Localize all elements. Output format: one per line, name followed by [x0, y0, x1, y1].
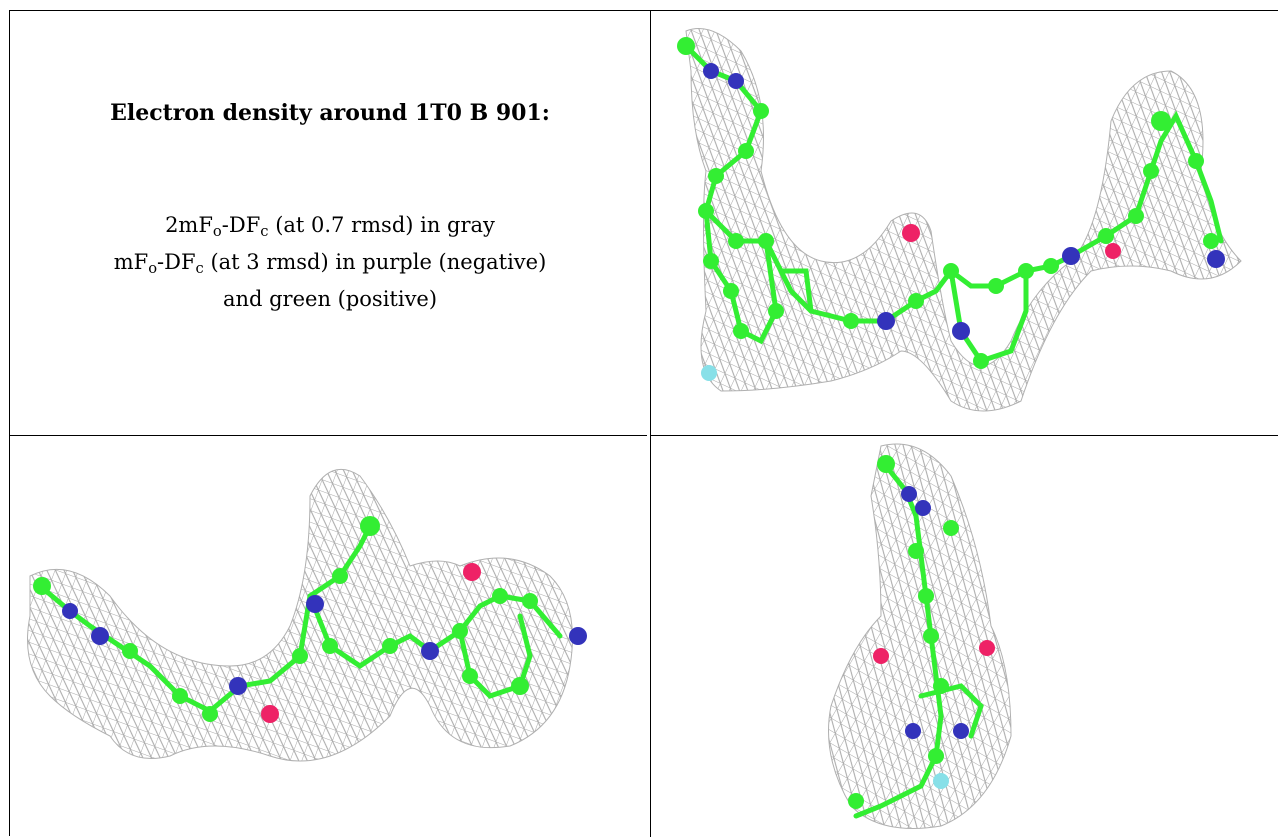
- legend-text: -DF: [221, 213, 261, 237]
- molecule-atoms: [848, 455, 995, 809]
- figure-table: [9, 10, 1278, 836]
- legend-sub: c: [195, 260, 204, 277]
- legend-sub: o: [212, 223, 222, 240]
- caption-cell: Electron density around 1T0 B 901: 2mFo-…: [10, 10, 650, 435]
- legend-text: (at 3 rmsd) in purple (negative): [203, 250, 547, 274]
- caption-legend: 2mFo-DFc (at 0.7 rmsd) in gray mFo-DFc (…: [10, 210, 650, 315]
- table-divider-horizontal-left: [9, 435, 647, 436]
- legend-text: (at 0.7 rmsd) in gray: [268, 213, 495, 237]
- legend-text: mF: [113, 250, 149, 274]
- legend-line-fo-fc: mFo-DFc (at 3 rmsd) in purple (negative): [10, 247, 650, 284]
- view-bottom-right: [828, 443, 1012, 829]
- table-divider-horizontal-right: [650, 435, 1278, 436]
- view-top-right: [677, 28, 1242, 412]
- density-mesh: [27, 468, 573, 762]
- legend-text: 2mF: [165, 213, 213, 237]
- legend-text: -DF: [157, 250, 196, 274]
- legend-line-2fo-fc: 2mFo-DFc (at 0.7 rmsd) in gray: [10, 210, 650, 247]
- caption-title: Electron density around 1T0 B 901:: [110, 100, 550, 126]
- molecule-atoms: [677, 37, 1225, 381]
- legend-sub: c: [260, 223, 269, 240]
- molecule-atoms: [33, 516, 587, 723]
- table-divider-vertical: [650, 10, 651, 837]
- legend-line-colors: and green (positive): [222, 287, 438, 311]
- density-mesh: [685, 28, 1242, 412]
- legend-sub: o: [148, 260, 158, 277]
- view-bottom-left: [27, 468, 587, 762]
